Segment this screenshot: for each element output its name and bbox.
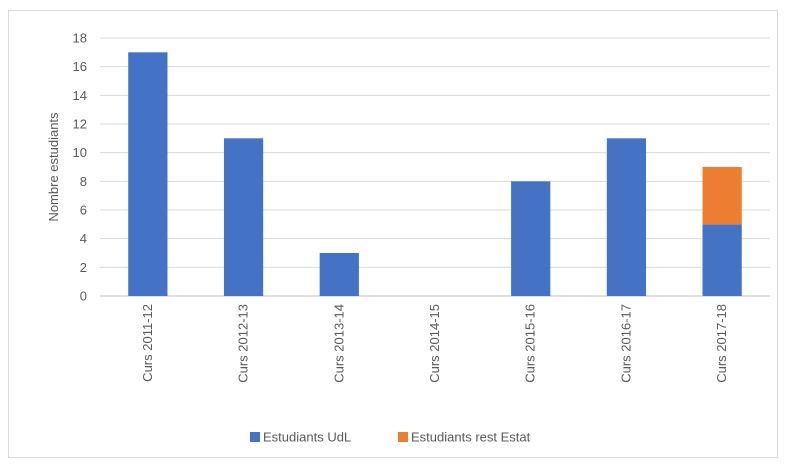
x-category-label: Curs 2016-17 — [618, 304, 633, 383]
y-tick-label: 18 — [73, 31, 87, 46]
y-tick-label: 14 — [73, 88, 87, 103]
y-tick-label: 6 — [80, 203, 87, 218]
y-tick-label: 10 — [73, 145, 87, 160]
bar-estudiants-udl — [319, 253, 359, 296]
bar-estudiants-udl — [606, 138, 647, 296]
y-tick-label: 2 — [80, 260, 87, 275]
gridlines — [100, 37, 770, 297]
y-tick-label: 0 — [80, 289, 87, 304]
x-axis-categories: Curs 2011-12 Curs 2012-13 Curs 2013-14 Curs… — [140, 304, 729, 383]
bar-estudiants-udl — [128, 52, 168, 297]
y-axis-title: Nombre estudiants — [46, 112, 61, 222]
legend: Estudiants UdL Estudiants rest Estat — [250, 430, 531, 445]
y-tick-label: 8 — [80, 174, 87, 189]
x-category-label: Curs 2015-16 — [523, 304, 538, 383]
bar-estudiants-udl — [223, 138, 264, 296]
legend-label: Estudiants UdL — [263, 430, 351, 445]
bar-estudiants-rest-estat — [702, 167, 742, 225]
x-category-label: Curs 2012-13 — [236, 304, 251, 383]
bar-estudiants-udl — [511, 181, 551, 296]
y-tick-label: 16 — [73, 59, 87, 74]
bars — [128, 52, 742, 297]
x-category-label: Curs 2014-15 — [427, 304, 442, 383]
x-category-label: Curs 2013-14 — [331, 304, 346, 383]
y-tick-label: 12 — [73, 117, 87, 132]
legend-label: Estudiants rest Estat — [411, 430, 531, 445]
bar-estudiants-udl — [702, 224, 742, 296]
y-tick-label: 4 — [80, 231, 87, 246]
legend-swatch — [250, 432, 260, 442]
x-category-label: Curs 2011-12 — [140, 304, 155, 382]
x-category-label: Curs 2017-18 — [714, 304, 729, 383]
legend-swatch — [398, 432, 408, 442]
y-axis-ticks: 0 2 4 6 8 10 12 14 16 18 — [73, 31, 87, 304]
